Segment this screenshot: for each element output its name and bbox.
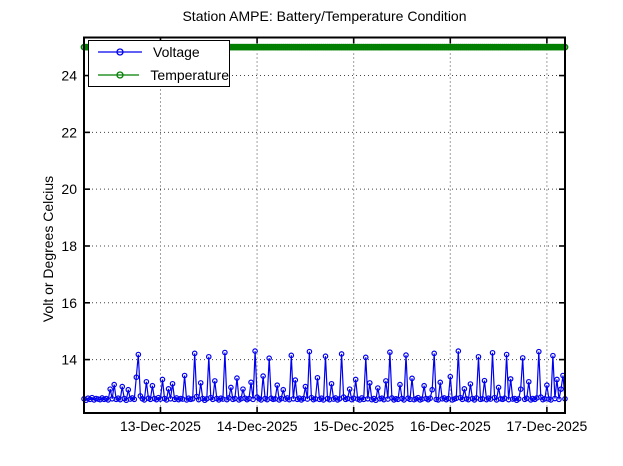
voltage-marker — [292, 377, 299, 383]
voltage-marker — [525, 378, 532, 385]
voltage-marker — [517, 386, 524, 392]
voltage-marker — [489, 349, 496, 356]
voltage-marker — [558, 386, 564, 392]
y-tick-label: 24 — [61, 68, 77, 84]
voltage-marker — [274, 382, 281, 388]
legend-label-temperature: Temperature — [150, 66, 229, 83]
voltage-marker — [437, 379, 444, 386]
voltage-marker — [362, 354, 369, 361]
voltage-line-sample — [98, 48, 142, 56]
voltage-marker — [191, 350, 198, 357]
voltage-marker — [306, 348, 313, 355]
y-tick-label: 18 — [61, 238, 77, 254]
voltage-marker — [133, 374, 140, 381]
axis-border — [83, 36, 566, 414]
voltage-marker — [240, 386, 246, 392]
voltage-marker — [314, 374, 321, 381]
voltage-marker — [421, 382, 427, 389]
voltage-marker — [228, 384, 234, 391]
voltage-marker — [544, 382, 550, 388]
voltage-marker — [495, 384, 502, 391]
voltage-marker — [169, 380, 176, 387]
voltage-marker — [149, 382, 156, 389]
voltage-marker — [111, 381, 117, 388]
legend-item-voltage: Voltage — [89, 42, 229, 62]
voltage-marker — [554, 376, 560, 383]
voltage-marker — [409, 375, 415, 382]
voltage-marker — [503, 351, 510, 358]
voltage-marker — [266, 355, 272, 361]
voltage-marker — [455, 348, 462, 354]
voltage-marker — [467, 381, 474, 387]
legend: Voltage Temperature — [88, 40, 230, 87]
y-tick-label: 20 — [61, 181, 77, 197]
y-tick-label: 22 — [61, 124, 77, 140]
voltage-marker — [181, 372, 188, 379]
voltage-marker — [375, 385, 381, 391]
voltage-marker — [205, 353, 212, 360]
voltage-marker — [461, 386, 468, 392]
voltage-marker — [222, 349, 228, 356]
voltage-marker — [429, 386, 435, 393]
voltage-marker — [338, 351, 345, 357]
x-tick-label: 17-Dec-2025 — [506, 418, 587, 434]
voltage-marker — [431, 350, 437, 357]
x-tick-label: 16-Dec-2025 — [410, 418, 491, 434]
voltage-marker — [536, 348, 542, 355]
voltage-marker — [346, 386, 353, 392]
x-tick-label: 13-Dec-2025 — [120, 418, 201, 434]
voltage-marker — [260, 373, 266, 379]
voltage-marker — [165, 386, 172, 392]
legend-item-temperature: Temperature — [89, 65, 229, 85]
chart-title: Station AMPE: Battery/Temperature Condit… — [182, 8, 467, 24]
voltage-marker — [387, 349, 393, 356]
voltage-marker — [550, 352, 556, 359]
voltage-marker — [280, 386, 287, 393]
y-tick-label: 14 — [61, 352, 77, 368]
voltage-marker — [248, 379, 254, 386]
circle-marker-icon — [116, 48, 124, 56]
voltage-marker — [556, 396, 562, 403]
voltage-marker — [189, 395, 196, 402]
voltage-marker — [288, 352, 295, 359]
voltage-marker — [515, 395, 522, 402]
voltage-marker — [366, 380, 373, 386]
voltage-marker — [302, 383, 309, 390]
voltage-marker — [383, 378, 389, 384]
voltage-marker — [447, 373, 454, 380]
voltage-marker — [519, 355, 526, 361]
voltage-line — [83, 351, 566, 402]
voltage-marker — [507, 376, 514, 382]
voltage-marker — [481, 377, 488, 384]
voltage-marker — [427, 395, 433, 402]
voltage-marker — [252, 348, 258, 354]
voltage-marker — [234, 375, 240, 381]
voltage-marker — [250, 396, 256, 403]
voltage-marker — [328, 380, 335, 387]
circle-marker-icon — [116, 71, 124, 79]
legend-label-voltage: Voltage — [153, 44, 200, 61]
voltage-marker — [119, 383, 126, 390]
voltage-marker — [135, 351, 142, 358]
voltage-marker — [143, 378, 150, 385]
x-tick-label: 15-Dec-2025 — [313, 418, 394, 434]
voltage-marker — [212, 378, 218, 384]
temperature-line-sample — [98, 71, 140, 79]
voltage-marker — [475, 353, 482, 360]
voltage-marker — [107, 386, 113, 392]
voltage-marker — [352, 376, 359, 383]
voltage-marker — [403, 352, 409, 358]
voltage-marker — [397, 381, 403, 388]
y-tick-label: 16 — [61, 295, 77, 311]
voltage-marker — [322, 353, 329, 359]
voltage-marker — [159, 376, 166, 383]
voltage-marker — [131, 396, 138, 403]
x-tick-label: 14-Dec-2025 — [217, 418, 298, 434]
voltage-marker — [125, 386, 132, 393]
voltage-marker — [197, 380, 204, 386]
